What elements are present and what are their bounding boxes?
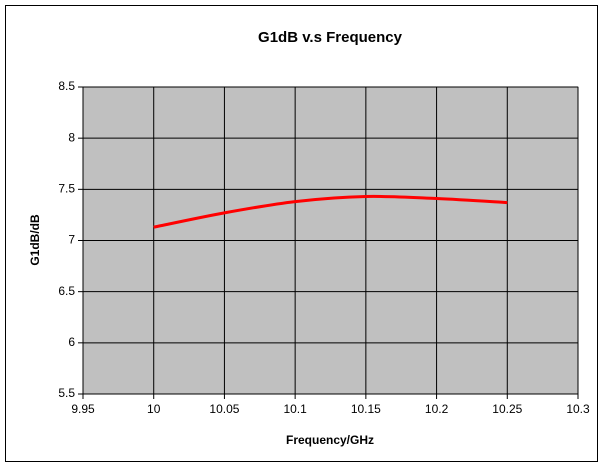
y-tick-label: 8.5: [58, 79, 75, 93]
x-tick-label: 10.15: [351, 402, 381, 416]
x-tick-label: 10.1: [283, 402, 307, 416]
x-tick-label: 10: [147, 402, 161, 416]
y-tick-label: 7.5: [58, 182, 75, 196]
x-tick-label: 10.2: [425, 402, 449, 416]
x-tick-label: 10.3: [566, 402, 590, 416]
chart-title: G1dB v.s Frequency: [258, 29, 403, 46]
data-line: [153, 194, 508, 229]
x-axis-label: Frequency/GHz: [286, 433, 374, 447]
y-axis-label: G1dB/dB: [28, 214, 42, 266]
y-tick-label: 7: [68, 233, 75, 247]
x-tick-label: 9.95: [71, 402, 95, 416]
y-tick-label: 5.5: [58, 386, 75, 400]
x-tick-label: 10.05: [209, 402, 239, 416]
x-tick-label: 10.25: [492, 402, 522, 416]
y-tick-label: 8: [68, 130, 75, 144]
y-tick-label: 6: [68, 335, 75, 349]
y-tick-label: 6.5: [58, 284, 75, 298]
